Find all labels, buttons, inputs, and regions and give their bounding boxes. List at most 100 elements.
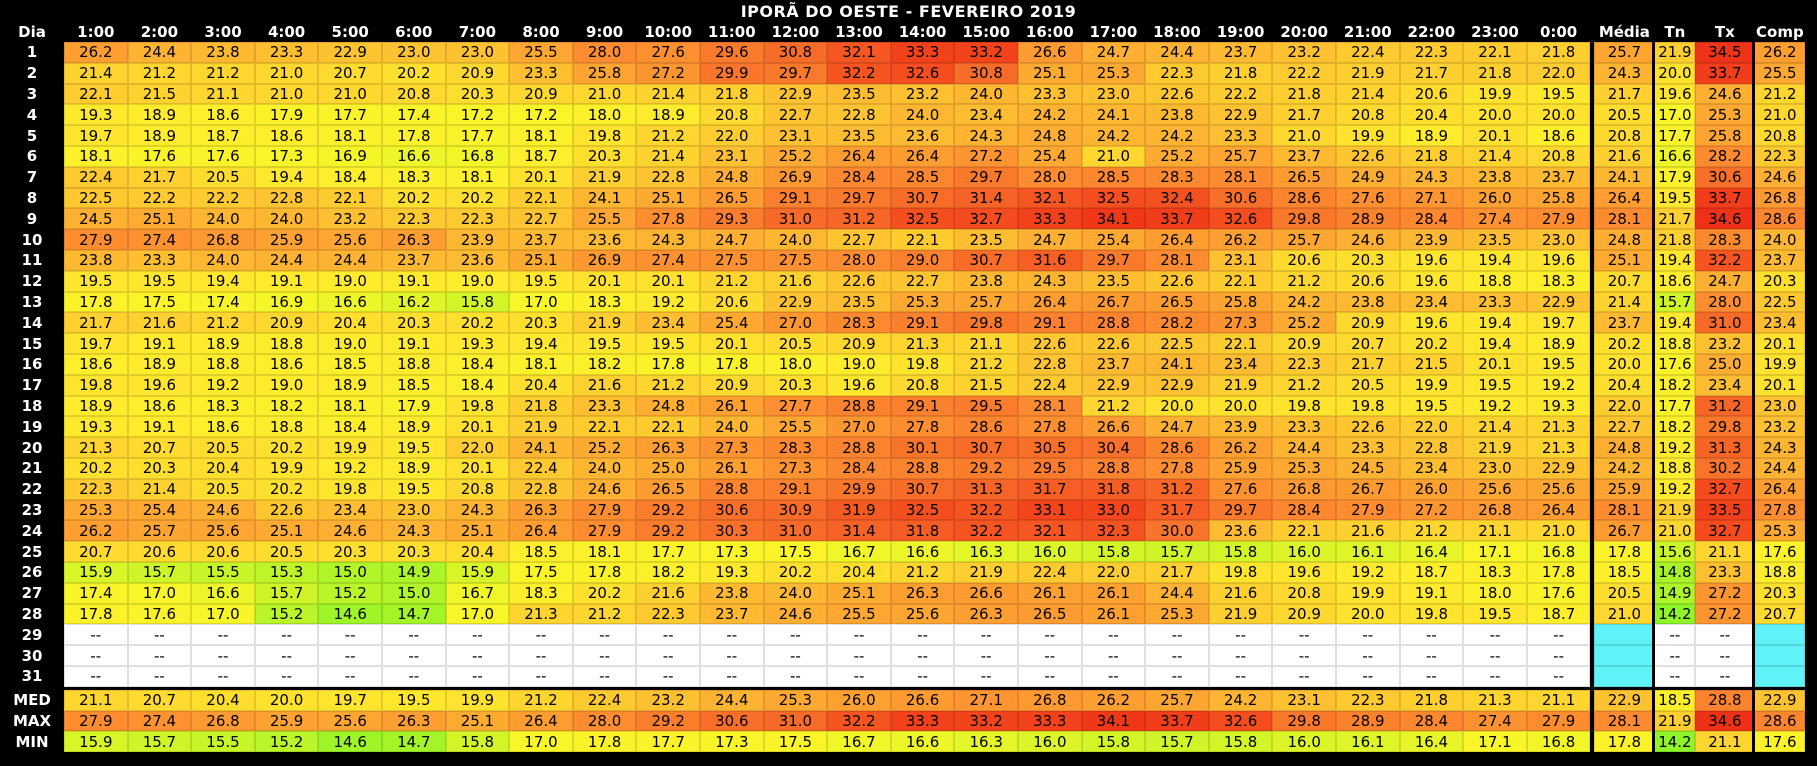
temperature-cell: 18.3 [382,166,446,188]
hour-header: 6:00 [395,23,433,41]
temperature-cell: 22.1 [1463,42,1527,63]
stat-cell: 21.0 [1654,520,1696,542]
summary-cell: 33.3 [890,710,955,732]
temperature-cell: 17.2 [445,104,510,126]
temperature-cell: 20.4 [191,458,255,479]
temperature-cell: 20.3 [445,83,510,105]
temperature-cell: 16.7 [445,582,510,604]
temperature-cell: 23.3 [572,395,637,417]
temperature-cell: 25.7 [1272,229,1336,250]
empty-cell: -- [509,666,573,687]
empty-stat-cell [1594,645,1655,666]
temperature-cell: 29.8 [1272,208,1336,230]
temperature-cell: 18.5 [382,374,446,396]
stat-cell: 19.2 [1654,437,1696,458]
stat-cell: 18.8 [1754,562,1806,583]
temperature-cell: 20.9 [445,62,510,84]
column-divider [1591,42,1595,753]
temperature-cell: 18.9 [127,125,192,146]
temperature-cell: 28.6 [1272,187,1336,209]
temperature-cell: 18.6 [254,125,319,146]
temperature-cell: 28.8 [700,478,764,500]
temperature-cell: 25.4 [127,499,192,521]
temperature-cell: 21.2 [1081,395,1146,417]
temperature-cell: 26.3 [636,437,700,458]
empty-cell: -- [509,624,573,646]
summary-cell: 15.8 [445,731,510,753]
temperature-cell: 31.8 [890,520,955,542]
stat-cell: 25.3 [1695,104,1755,126]
temperature-cell: 27.6 [1208,478,1273,500]
temperature-cell: 27.0 [763,312,828,334]
temperature-cell: 24.3 [382,520,446,542]
temperature-cell: 25.2 [1272,312,1336,334]
stat-cell: 24.6 [1695,83,1755,105]
temperature-cell: 22.0 [700,125,764,146]
temperature-cell: 19.8 [445,395,510,417]
empty-cell: -- [1145,645,1209,666]
temperature-cell: 19.1 [127,333,192,354]
temperature-cell: 19.5 [64,270,128,292]
temperature-cell: 16.9 [254,291,319,313]
temperature-cell: 26.4 [1145,229,1209,250]
day-label: 21 [21,459,43,478]
stat-cell: 22.5 [1754,291,1806,313]
empty-cell: -- [1208,624,1273,646]
stat-cell: 20.3 [1754,582,1806,604]
temperature-cell: 26.1 [700,395,764,417]
summary-cell: 33.7 [1145,710,1209,732]
temperature-cell: 27.1 [1399,187,1464,209]
temperature-cell: 22.9 [1526,291,1591,313]
temperature-cell: 17.6 [191,146,255,167]
empty-cell: -- [1272,645,1336,666]
temperature-cell: 24.7 [1145,416,1209,438]
stat-cell: 28.0 [1695,291,1755,313]
temperature-cell: 21.5 [127,83,192,105]
temperature-cell: 25.7 [127,520,192,542]
day-label: 28 [21,604,43,623]
day-label: 8 [26,188,38,207]
temperature-cell: 26.3 [382,229,446,250]
empty-cell: -- [1018,624,1082,646]
temperature-cell: 20.5 [191,437,255,458]
stat-cell: 25.5 [1754,62,1806,84]
temperature-cell: 19.5 [1526,83,1591,105]
temperature-cell: 25.1 [509,250,573,271]
temperature-cell: 19.2 [318,458,382,479]
temperature-cell: 19.6 [1526,250,1591,271]
temperature-cell: 23.2 [1272,42,1336,63]
temperature-cell: 28.3 [763,437,828,458]
empty-cell: -- [1081,645,1146,666]
day-label: 23 [21,500,43,519]
empty-stat-cell [1594,666,1655,687]
temperature-cell: 30.7 [890,187,955,209]
temperature-cell: 19.8 [890,354,955,375]
temperature-cell: 20.7 [1336,333,1400,354]
temperature-cell: 18.9 [191,333,255,354]
hour-header: 5:00 [331,23,369,41]
temperature-cell: 17.7 [445,125,510,146]
temperature-cell: 16.6 [890,541,955,562]
temperature-cell: 23.8 [64,250,128,271]
temperature-cell: 20.7 [318,62,382,84]
stat-cell: 17.7 [1654,125,1696,146]
summary-cell: 17.8 [572,731,637,753]
summary-stat-cell: 18.5 [1654,689,1696,711]
temperature-cell: 23.4 [318,499,382,521]
temperature-cell: 28.8 [1081,458,1146,479]
stat-cell: 28.1 [1594,208,1655,230]
temperature-cell: 22.5 [1145,333,1209,354]
stat-cell: 17.6 [1754,541,1806,562]
temperature-cell: 31.0 [763,520,828,542]
day-label: 13 [21,292,43,311]
temperature-cell: 26.1 [1081,603,1146,625]
empty-cell: -- [890,666,955,687]
temperature-cell: 21.0 [254,62,319,84]
temperature-cell: 18.3 [1463,562,1527,583]
temperature-cell: 19.6 [1399,250,1464,271]
temperature-cell: 27.8 [890,416,955,438]
temperature-cell: 26.8 [1463,499,1527,521]
temperature-cell: 24.4 [1145,42,1209,63]
temperature-cell: 20.2 [64,458,128,479]
